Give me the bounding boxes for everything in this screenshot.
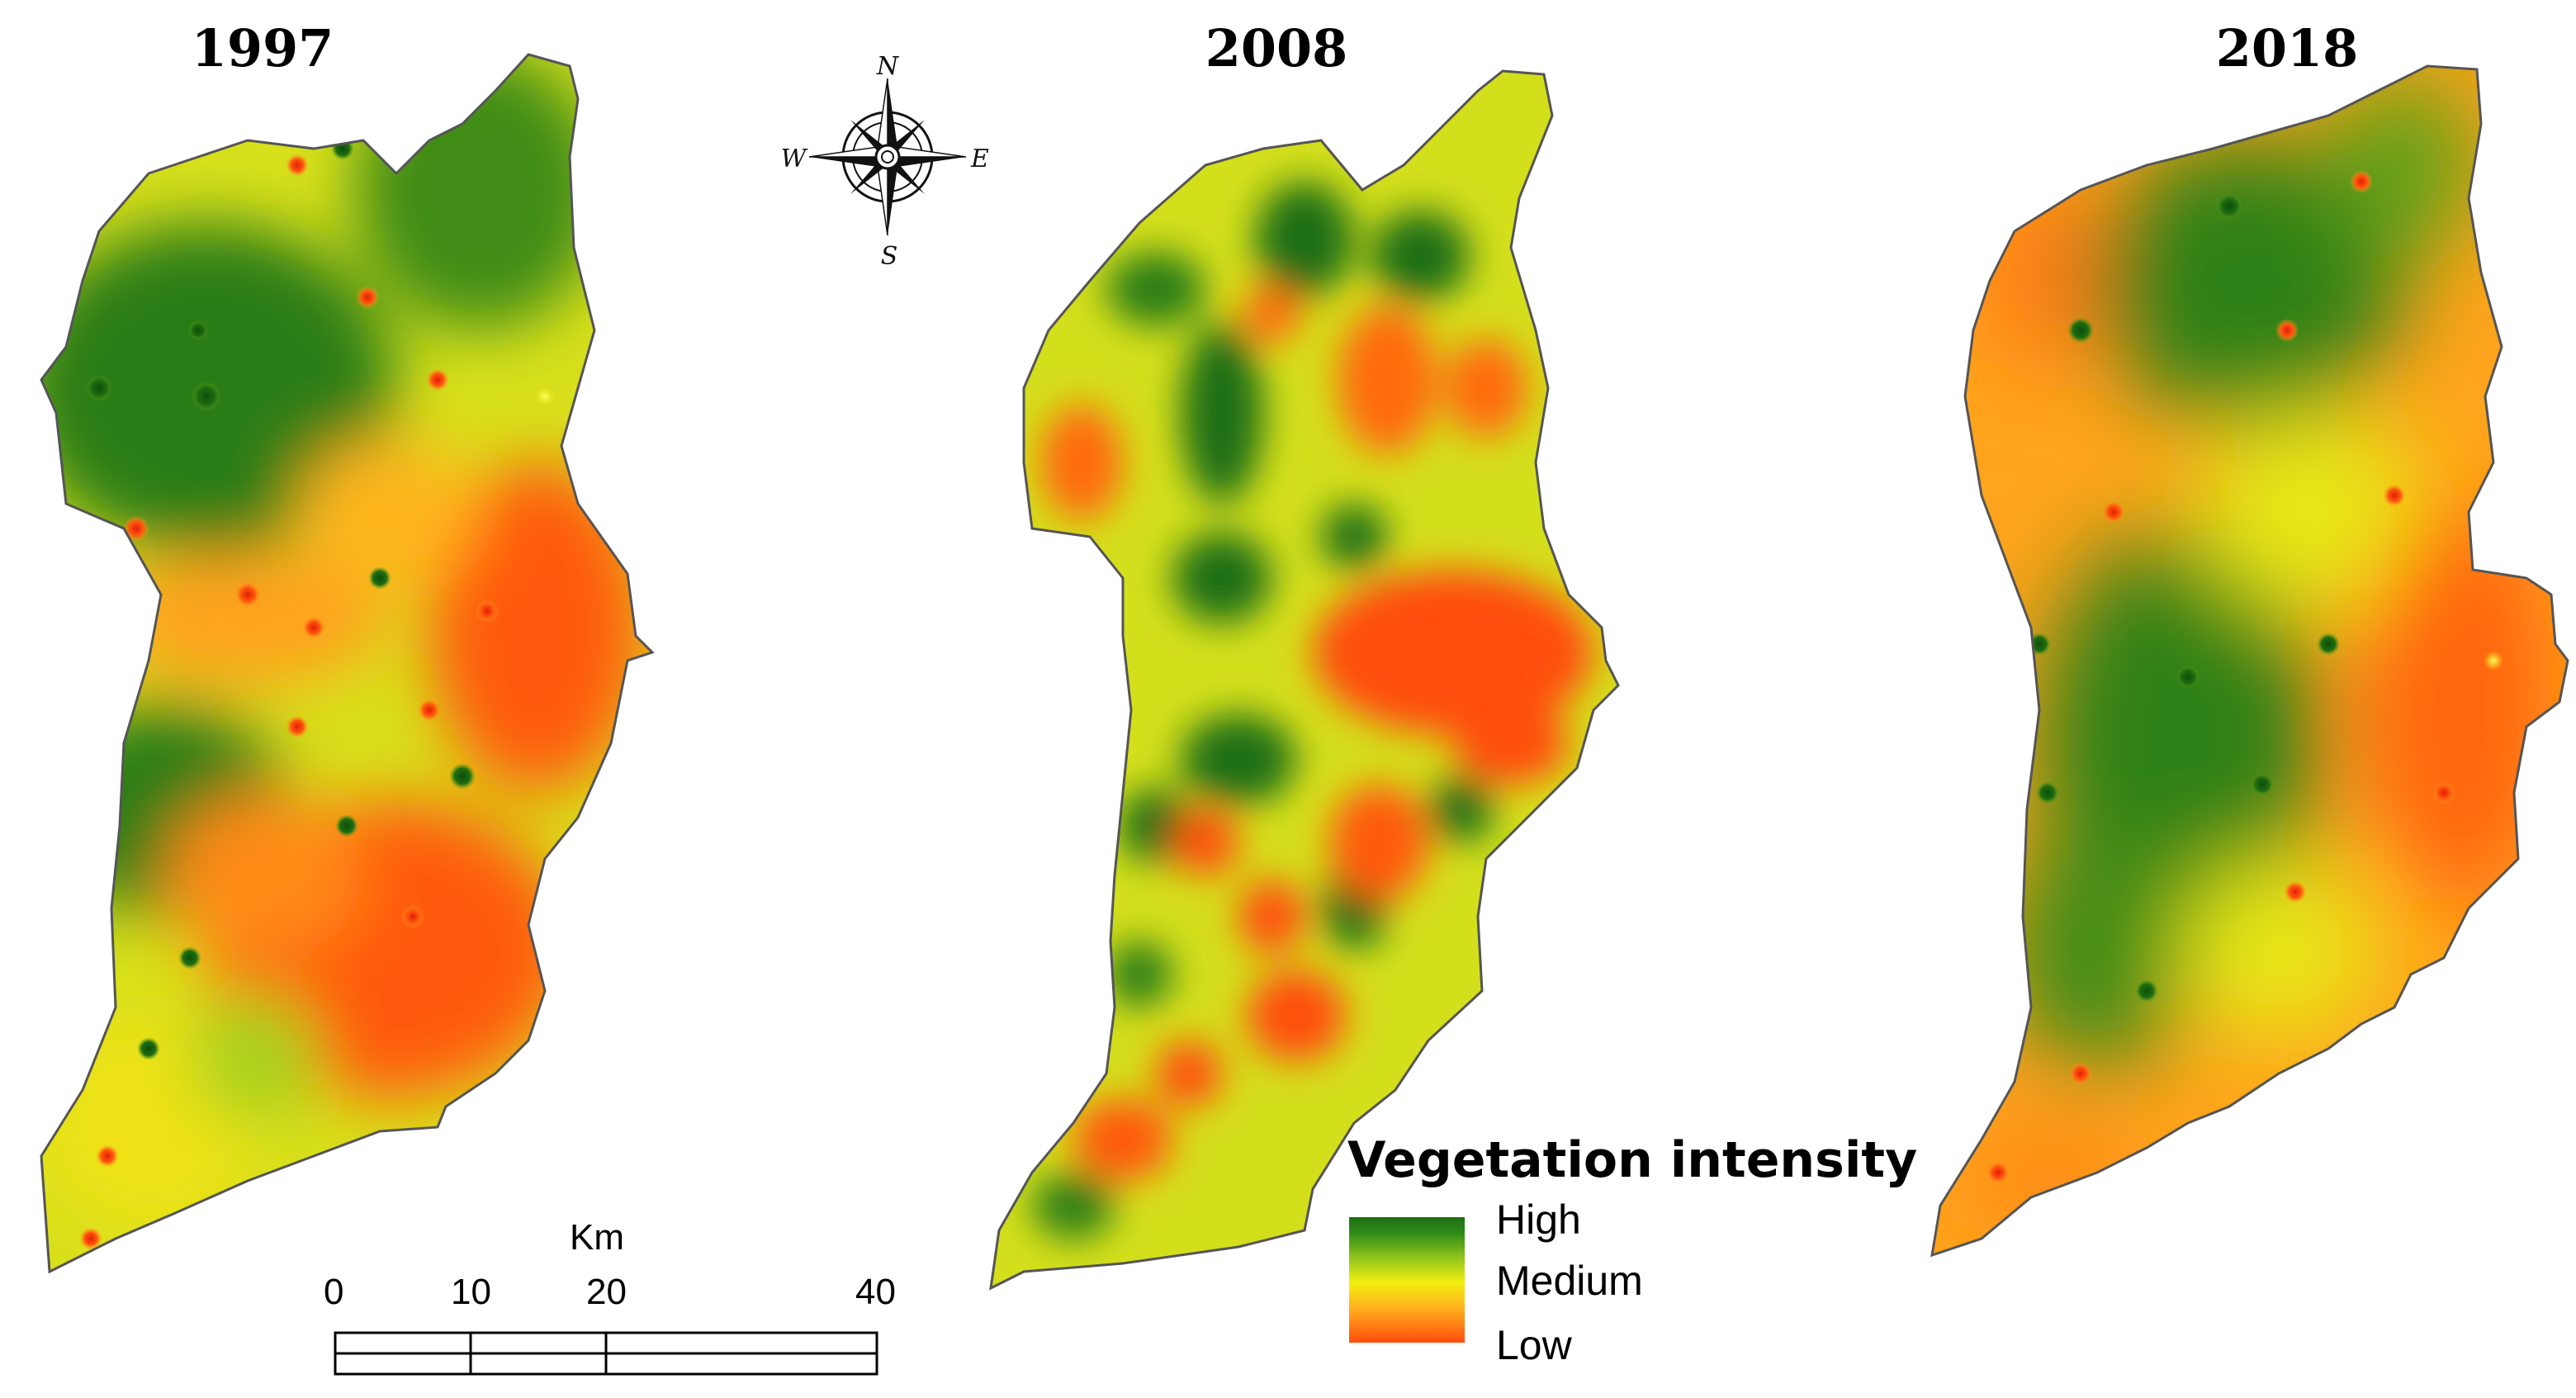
compass-east: E [970, 145, 989, 173]
map-panel-2008 [989, 69, 1620, 1290]
panel-title-2008: 2008 [1205, 18, 1348, 78]
scale-tick-40: 40 [855, 1272, 896, 1312]
panel-title-1997: 1997 [191, 18, 334, 78]
legend-color-ramp [1349, 1217, 1465, 1343]
scale-bar [334, 1331, 878, 1376]
legend-high: High [1496, 1197, 1581, 1243]
compass-icon: N S E W [781, 52, 989, 271]
compass-west: W [781, 145, 808, 173]
map-panel-2018 [1930, 64, 2569, 1257]
legend-title: Vegetation intensity [1347, 1131, 1918, 1189]
panel-title-2018: 2018 [2215, 18, 2359, 78]
compass-south: S [881, 242, 898, 271]
legend-low: Low [1496, 1322, 1572, 1368]
map-panel-1997 [40, 53, 654, 1273]
scale-tick-10: 10 [451, 1272, 491, 1312]
scale-tick-20: 20 [586, 1272, 627, 1312]
legend-medium: Medium [1496, 1258, 1643, 1304]
scale-tick-0: 0 [324, 1272, 344, 1312]
scale-unit: Km [570, 1217, 624, 1258]
compass-north: N [876, 52, 900, 81]
